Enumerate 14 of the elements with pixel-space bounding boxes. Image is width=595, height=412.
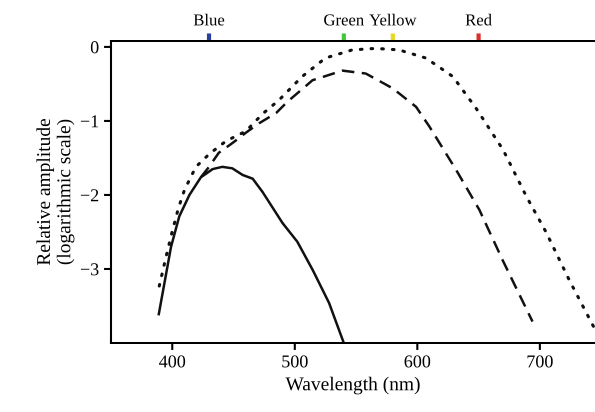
x-tick-label: 500: [282, 355, 308, 368]
y-tick-label: −1: [80, 115, 98, 128]
ref-line-label: Yellow: [369, 14, 416, 26]
x-axis-title: Wavelength (nm): [285, 376, 420, 394]
x-tick-label: 400: [159, 355, 186, 368]
y-axis-title: Relative amplitude (logarithmic scale): [36, 118, 74, 266]
y-tick-label: 0: [90, 41, 99, 54]
ref-line-label: Blue: [194, 14, 224, 26]
ref-line-label: Red: [466, 14, 492, 26]
x-tick-label: 700: [528, 355, 553, 368]
x-tick-label: 600: [404, 355, 430, 368]
ref-line-label: Green: [324, 14, 364, 26]
y-tick-label: −2: [80, 189, 98, 202]
y-tick-label: −3: [80, 263, 98, 276]
